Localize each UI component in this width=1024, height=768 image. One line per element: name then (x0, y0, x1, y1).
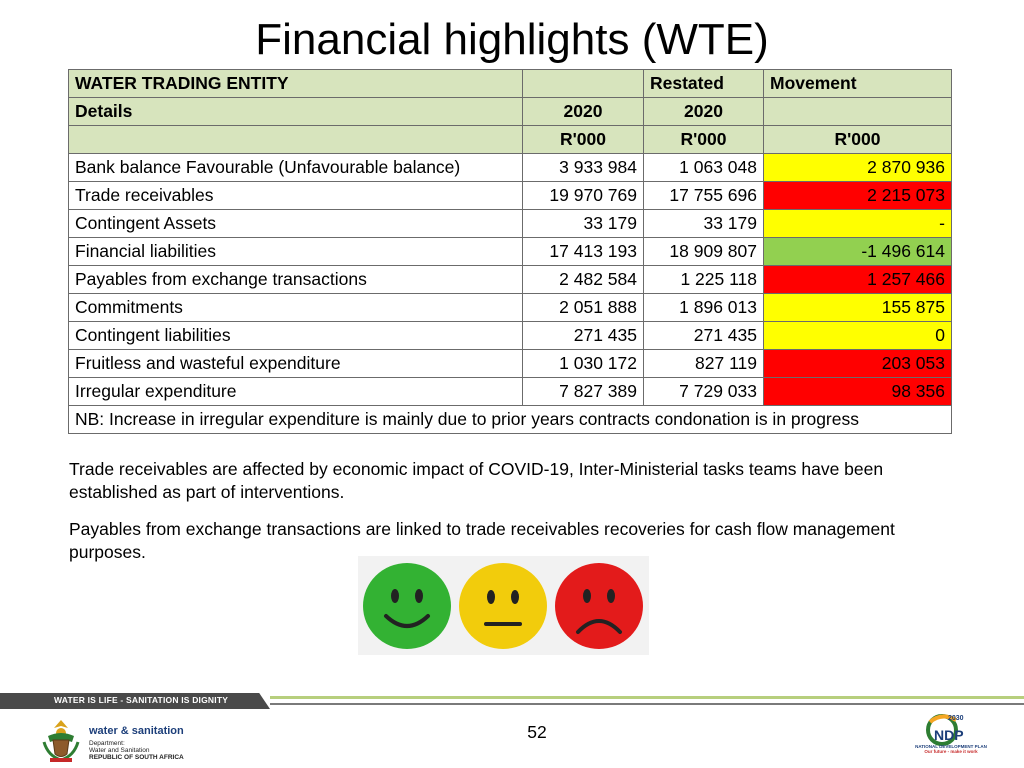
payables-note: Payables from exchange transactions are … (69, 519, 895, 562)
department-name: water & sanitation (89, 725, 184, 737)
value-2020: 7 827 389 (522, 377, 644, 406)
ndp-tagline: Our future - make it work (924, 749, 978, 754)
table-row: Contingent liabilities 271 435 271 435 0 (68, 321, 952, 350)
movement-value: 155 875 (763, 293, 952, 322)
movement-value: 203 053 (763, 349, 952, 378)
header-cell: R'000 (522, 125, 644, 154)
table-row: Contingent Assets 33 179 33 179- (68, 209, 952, 238)
trade-receivables-note: Trade receivables are affected by econom… (69, 459, 884, 502)
sad-face-icon (555, 563, 643, 649)
value-2020: 271 435 (522, 321, 644, 350)
ndp-caption: NATIONAL DEVELOPMENT PLAN Our future - m… (912, 744, 990, 754)
table-row: Irregular expenditure 7 827 389 7 729 033 9… (68, 377, 952, 406)
value-2020: 2 051 888 (522, 293, 644, 322)
table-row: Financial liabilities 17 413 193 18 909 80… (68, 237, 952, 266)
department-full-name: Water and Sanitation (89, 747, 150, 754)
table-row: Bank balance Favourable (Unfavourable ba… (68, 153, 952, 182)
movement-value: 98 356 (763, 377, 952, 406)
ndp-year: 2030 (948, 715, 964, 722)
row-label: Financial liabilities (68, 237, 523, 266)
value-2020-restated: 18 909 807 (643, 237, 764, 266)
row-label: Commitments (68, 293, 523, 322)
value-2020-restated: 17 755 696 (643, 181, 764, 210)
value-2020-restated: 7 729 033 (643, 377, 764, 406)
movement-value: 0 (763, 321, 952, 350)
row-label: Fruitless and wasteful expenditure (68, 349, 523, 378)
header-cell (522, 69, 644, 98)
value-2020: 3 933 984 (522, 153, 644, 182)
financial-table: WATER TRADING ENTITY Restated Movement D… (68, 69, 952, 434)
movement-value: - (763, 209, 952, 238)
footer-slogan: WATER IS LIFE - SANITATION IS DIGNITY (54, 695, 229, 705)
footer-band: WATER IS LIFE - SANITATION IS DIGNITY (0, 693, 1024, 709)
movement-value: 2 215 073 (763, 181, 952, 210)
table-note: NB: Increase in irregular expenditure is… (68, 405, 952, 434)
row-label: Trade receivables (68, 181, 523, 210)
value-2020-restated: 271 435 (643, 321, 764, 350)
table-header-row: Details 2020 2020 (68, 97, 952, 126)
footer-divider (270, 696, 1024, 699)
table-header-row: WATER TRADING ENTITY Restated Movement (68, 69, 952, 98)
row-label: Contingent liabilities (68, 321, 523, 350)
header-cell: R'000 (643, 125, 764, 154)
row-label: Bank balance Favourable (Unfavourable ba… (68, 153, 523, 182)
department-label: Department: (89, 740, 125, 747)
row-label: Payables from exchange transactions (68, 265, 523, 294)
ndp-title: NATIONAL DEVELOPMENT PLAN (915, 744, 987, 749)
happy-face-icon (363, 563, 451, 649)
value-2020: 17 413 193 (522, 237, 644, 266)
footer-divider (270, 703, 1024, 705)
table-row: Payables from exchange transactions 2 482… (68, 265, 952, 294)
slide-title: Financial highlights (WTE) (255, 15, 769, 64)
ndp-logo-text: NDP (934, 727, 964, 743)
country-name: REPUBLIC OF SOUTH AFRICA (89, 754, 184, 761)
value-2020-restated: 1 063 048 (643, 153, 764, 182)
header-cell: Restated (643, 69, 764, 98)
department-details: Department: Water and Sanitation REPUBLI… (89, 740, 184, 761)
ndp-logo: 2030 NDP (926, 714, 964, 746)
header-cell: 2020 (643, 97, 764, 126)
footer-slogan-bar (0, 693, 270, 709)
movement-value: 1 257 466 (763, 265, 952, 294)
value-2020-restated: 827 119 (643, 349, 764, 378)
neutral-face-icon (459, 563, 547, 649)
value-2020-restated: 1 225 118 (643, 265, 764, 294)
value-2020-restated: 33 179 (643, 209, 764, 238)
header-cell: Movement (763, 69, 952, 98)
page-number: 52 (527, 722, 547, 742)
header-cell (763, 97, 952, 126)
value-2020: 33 179 (522, 209, 644, 238)
row-label: Contingent Assets (68, 209, 523, 238)
value-2020-restated: 1 896 013 (643, 293, 764, 322)
value-2020: 2 482 584 (522, 265, 644, 294)
table-row: Fruitless and wasteful expenditure 1 030 … (68, 349, 952, 378)
movement-value: 2 870 936 (763, 153, 952, 182)
table-row: Trade receivables 19 970 769 17 755 696 2 2… (68, 181, 952, 210)
table-header-row: R'000 R'000 R'000 (68, 125, 952, 154)
table-row: Commitments 2 051 888 1 896 013 155 875 (68, 293, 952, 322)
table-note-row: NB: Increase in irregular expenditure is… (68, 405, 952, 434)
coat-of-arms-logo (42, 720, 80, 762)
status-legend-faces (358, 556, 649, 655)
value-2020: 19 970 769 (522, 181, 644, 210)
header-cell: WATER TRADING ENTITY (68, 69, 523, 98)
header-cell: 2020 (522, 97, 644, 126)
value-2020: 1 030 172 (522, 349, 644, 378)
movement-value: -1 496 614 (763, 237, 952, 266)
row-label: Irregular expenditure (68, 377, 523, 406)
header-cell: Details (68, 97, 523, 126)
header-cell: R'000 (763, 125, 952, 154)
header-cell (68, 125, 523, 154)
